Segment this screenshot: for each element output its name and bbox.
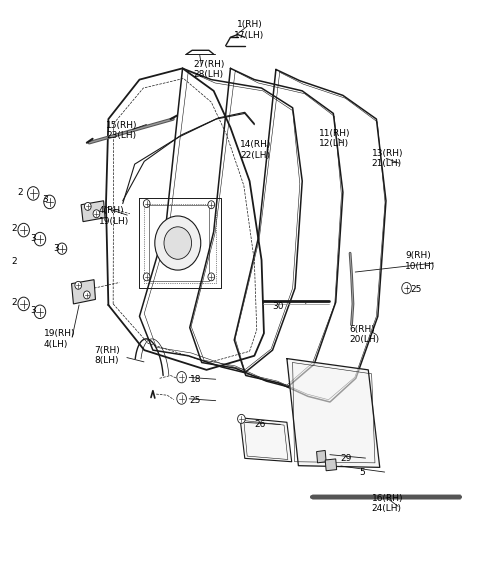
Text: 13(RH)
21(LH): 13(RH) 21(LH) [372,149,403,168]
Circle shape [177,393,186,404]
Polygon shape [287,359,380,467]
Circle shape [164,227,192,259]
Circle shape [75,281,82,289]
Text: 29: 29 [340,454,352,463]
Text: 30: 30 [273,302,284,311]
Circle shape [34,305,46,319]
Circle shape [57,243,67,254]
Text: 25: 25 [410,285,421,294]
Text: 26: 26 [254,420,266,429]
Text: 27(RH)
28(LH): 27(RH) 28(LH) [193,60,225,79]
Polygon shape [72,280,96,304]
Circle shape [18,223,29,237]
Text: 19(RH)
4(LH): 19(RH) 4(LH) [44,329,75,349]
Text: 3: 3 [30,234,36,243]
Circle shape [238,414,245,423]
Circle shape [144,273,150,281]
Text: 6(RH)
20(LH): 6(RH) 20(LH) [349,325,379,344]
Text: 3: 3 [30,306,36,315]
Text: 2: 2 [17,188,23,197]
Text: 7(RH)
8(LH): 7(RH) 8(LH) [94,346,120,366]
Text: 18: 18 [190,375,201,384]
Text: 3: 3 [53,244,59,253]
Text: 3: 3 [42,194,48,203]
Circle shape [27,186,39,200]
Text: 15(RH)
23(LH): 15(RH) 23(LH) [106,120,137,140]
Polygon shape [81,201,105,221]
Circle shape [93,210,100,218]
Text: 16(RH)
24(LH): 16(RH) 24(LH) [372,494,403,513]
Circle shape [18,297,29,311]
Circle shape [402,282,411,294]
Circle shape [155,216,201,270]
Circle shape [208,201,215,208]
Text: 5: 5 [360,468,365,477]
Circle shape [208,273,215,281]
Circle shape [84,291,90,299]
Circle shape [84,202,91,210]
Text: 11(RH)
12(LH): 11(RH) 12(LH) [319,129,350,149]
Circle shape [144,199,150,207]
Text: 2: 2 [12,298,17,307]
Circle shape [34,232,46,246]
Text: 1(RH)
17(LH): 1(RH) 17(LH) [234,20,264,40]
Text: 14(RH)
22(LH): 14(RH) 22(LH) [240,140,271,160]
Polygon shape [317,450,326,463]
Text: 25: 25 [190,397,201,405]
Circle shape [44,195,55,208]
Text: 2: 2 [12,224,17,233]
Polygon shape [240,418,292,462]
Circle shape [177,372,186,383]
Polygon shape [325,459,336,471]
Text: 4(RH)
19(LH): 4(RH) 19(LH) [99,206,129,225]
Text: 2: 2 [12,257,17,266]
Text: 9(RH)
10(LH): 9(RH) 10(LH) [405,251,435,271]
